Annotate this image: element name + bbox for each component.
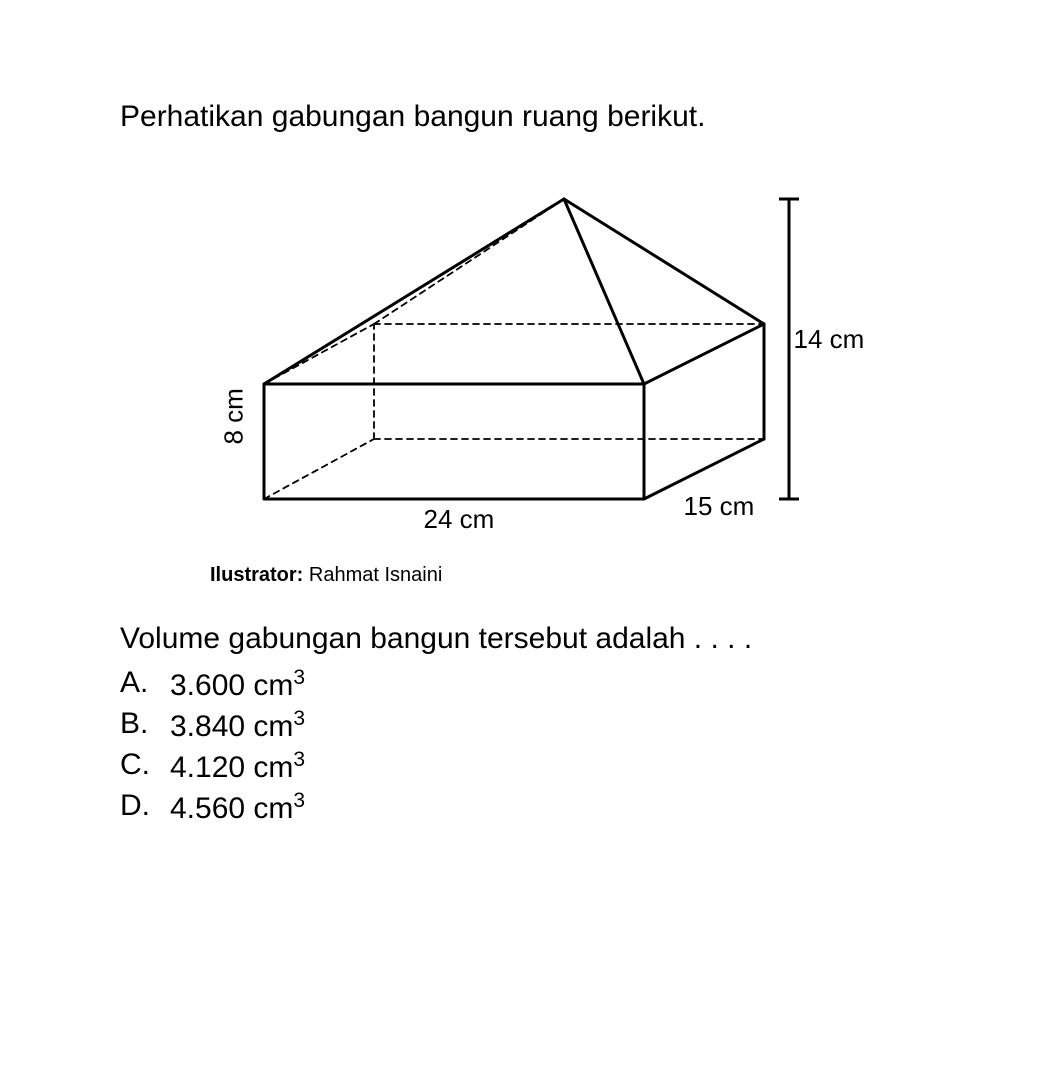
composite-solid-diagram	[174, 164, 874, 544]
option-b: B. 3.840 cm3	[120, 707, 927, 744]
option-letter: B.	[120, 707, 170, 744]
option-text: 3.600 cm3	[170, 666, 927, 703]
illustrator-label: Ilustrator:	[210, 564, 303, 586]
option-letter: C.	[120, 748, 170, 785]
answer-options: A. 3.600 cm3 B. 3.840 cm3 C. 4.120 cm3 D…	[120, 666, 927, 826]
option-letter: D.	[120, 789, 170, 826]
question-intro: Perhatikan gabungan bangun ruang berikut…	[120, 100, 927, 134]
dimension-length-24cm: 24 cm	[424, 504, 495, 535]
illustrator-credit: Ilustrator: Rahmat Isnaini	[210, 564, 927, 587]
option-text: 3.840 cm3	[170, 707, 927, 744]
option-a: A. 3.600 cm3	[120, 666, 927, 703]
question-stem: Volume gabungan bangun tersebut adalah .…	[120, 622, 927, 656]
dimension-depth-15cm: 15 cm	[684, 491, 755, 522]
option-c: C. 4.120 cm3	[120, 748, 927, 785]
illustrator-name: Rahmat Isnaini	[303, 564, 442, 586]
option-d: D. 4.560 cm3	[120, 789, 927, 826]
dimension-total-height-14cm: 14 cm	[794, 324, 865, 355]
diagram-container: 8 cm 24 cm 15 cm 14 cm	[174, 164, 874, 544]
dimension-height-8cm: 8 cm	[218, 388, 249, 444]
option-letter: A.	[120, 666, 170, 703]
option-text: 4.560 cm3	[170, 789, 927, 826]
option-text: 4.120 cm3	[170, 748, 927, 785]
